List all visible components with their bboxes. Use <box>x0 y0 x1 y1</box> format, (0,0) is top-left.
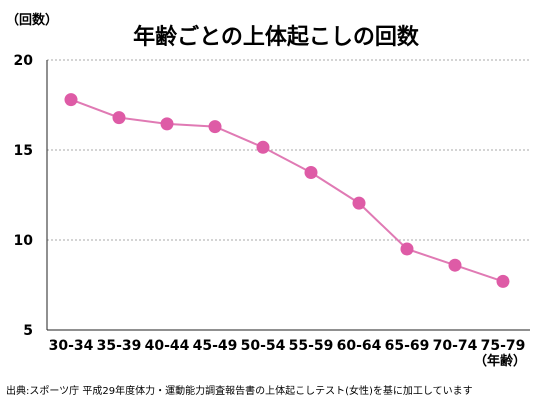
x-tick-labels: 30-34 35-39 40-44 45-49 50-54 55-59 60-64 65-69… <box>49 338 526 354</box>
data-point <box>208 120 222 134</box>
x-tick-label: 55-59 <box>289 338 334 354</box>
series-line-group <box>70 98 504 283</box>
chart-title: 年齢ごとの上体起こしの回数 <box>133 24 420 50</box>
x-axis-label: （年齢） <box>474 353 526 369</box>
x-tick-label: 65-69 <box>385 338 430 354</box>
data-point <box>352 196 366 210</box>
data-point <box>64 93 78 107</box>
x-tick-label: 30-34 <box>49 338 94 354</box>
y-tick-label: 5 <box>23 323 33 339</box>
y-tick-labels: 5 10 15 20 <box>14 53 34 339</box>
data-point <box>304 166 318 179</box>
data-point <box>160 117 174 131</box>
x-tick-label: 40-44 <box>145 338 190 354</box>
y-tick-label: 15 <box>14 143 33 159</box>
x-tick-label: 45-49 <box>193 338 238 354</box>
x-tick-label: 50-54 <box>241 338 286 354</box>
source-note: 出典:スポーツ庁 平成29年度体力・運動能力調査報告書の上体起こしテスト(女性)… <box>6 384 473 397</box>
data-point-group <box>64 93 510 288</box>
x-tick-label: 60-64 <box>337 338 382 354</box>
data-point <box>400 242 414 256</box>
gridlines <box>47 59 530 241</box>
data-point <box>496 274 510 288</box>
y-axis-label: （回数） <box>6 12 58 28</box>
x-tick-label: 75-79 <box>481 338 526 354</box>
series-line <box>70 98 504 283</box>
y-tick-label: 10 <box>14 233 34 249</box>
y-tick-label: 20 <box>14 53 34 69</box>
x-tick-label: 35-39 <box>97 338 142 354</box>
data-point <box>256 140 270 154</box>
x-tick-label: 70-74 <box>433 338 478 354</box>
data-point <box>448 258 462 272</box>
data-point <box>112 111 126 125</box>
